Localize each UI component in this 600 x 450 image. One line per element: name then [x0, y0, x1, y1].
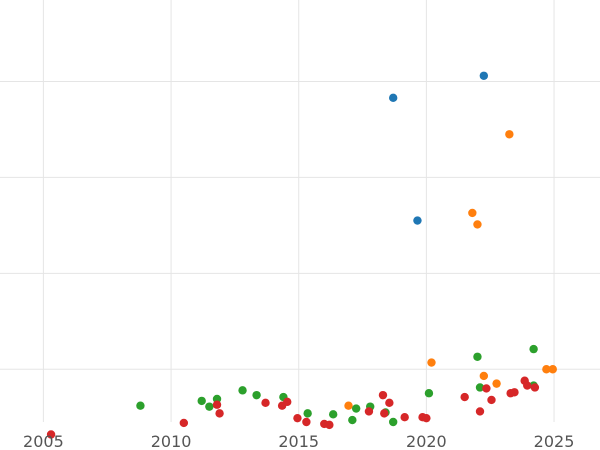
- x-tick-label-2020: 2020: [406, 432, 447, 450]
- data-point-s3-p21: [487, 395, 496, 405]
- data-point-s2-p16: [475, 383, 485, 392]
- data-point-s2-p1: [197, 396, 206, 406]
- data-point-s2-p5: [252, 390, 261, 400]
- data-point-s3-p20: [482, 384, 491, 393]
- data-point-s1-p7: [548, 365, 557, 374]
- data-point-s3-p23: [510, 388, 519, 397]
- data-point-s2-p4: [238, 386, 247, 395]
- data-point-s3-p1: [179, 418, 189, 428]
- data-point-s1-p6: [542, 365, 551, 374]
- x-tick-label-2015: 2015: [278, 432, 319, 450]
- data-point-s3-p0: [46, 430, 56, 439]
- data-point-s2-p3: [212, 394, 222, 404]
- data-point-s0-p2: [413, 216, 422, 225]
- data-point-s2-p7: [303, 409, 312, 418]
- points-layer: [46, 71, 557, 439]
- data-point-s3-p17: [422, 413, 431, 423]
- data-point-s2-p8: [328, 410, 338, 419]
- x-tick-label-2005: 2005: [23, 432, 64, 450]
- data-point-s3-p15: [400, 413, 409, 422]
- data-point-s1-p1: [468, 208, 477, 218]
- data-point-s3-p18: [460, 392, 469, 402]
- data-point-s1-p3: [427, 358, 436, 367]
- data-point-s3-p8: [302, 417, 311, 427]
- data-point-s0-p1: [479, 71, 489, 80]
- data-point-s3-p3: [215, 409, 224, 418]
- data-point-s3-p4: [261, 398, 270, 408]
- data-point-s1-p8: [344, 401, 353, 410]
- data-point-s3-p12: [378, 390, 388, 400]
- data-point-s3-p2: [212, 400, 222, 409]
- grid-layer: [0, 0, 600, 422]
- data-point-s1-p4: [479, 371, 489, 381]
- x-tick-label-2025: 2025: [534, 432, 575, 450]
- data-point-s3-p6: [283, 397, 292, 407]
- x-tick-label-2010: 2010: [151, 432, 192, 450]
- data-point-s2-p15: [473, 352, 482, 361]
- data-point-s2-p17: [529, 344, 538, 354]
- data-point-s2-p14: [424, 389, 434, 398]
- data-point-s1-p0: [505, 130, 514, 139]
- data-point-s2-p13: [388, 417, 398, 427]
- data-point-s2-p0: [136, 401, 145, 410]
- data-point-s0-p0: [388, 93, 398, 103]
- data-point-s2-p2: [205, 402, 214, 411]
- data-point-s1-p2: [473, 220, 482, 229]
- data-point-s3-p10: [325, 420, 334, 430]
- data-point-s3-p14: [385, 398, 394, 408]
- data-point-s3-p7: [293, 413, 302, 423]
- data-point-s1-p5: [492, 379, 501, 388]
- data-point-s3-p26: [530, 383, 540, 392]
- data-point-s3-p13: [380, 409, 389, 418]
- data-point-s2-p9: [348, 415, 357, 425]
- data-point-s3-p25: [523, 381, 532, 390]
- x-axis-ticks: 2005 2010 2015 2020 2025: [23, 432, 574, 450]
- data-point-s2-p10: [351, 404, 361, 413]
- data-point-s3-p19: [475, 407, 485, 416]
- data-point-s3-p11: [364, 407, 374, 416]
